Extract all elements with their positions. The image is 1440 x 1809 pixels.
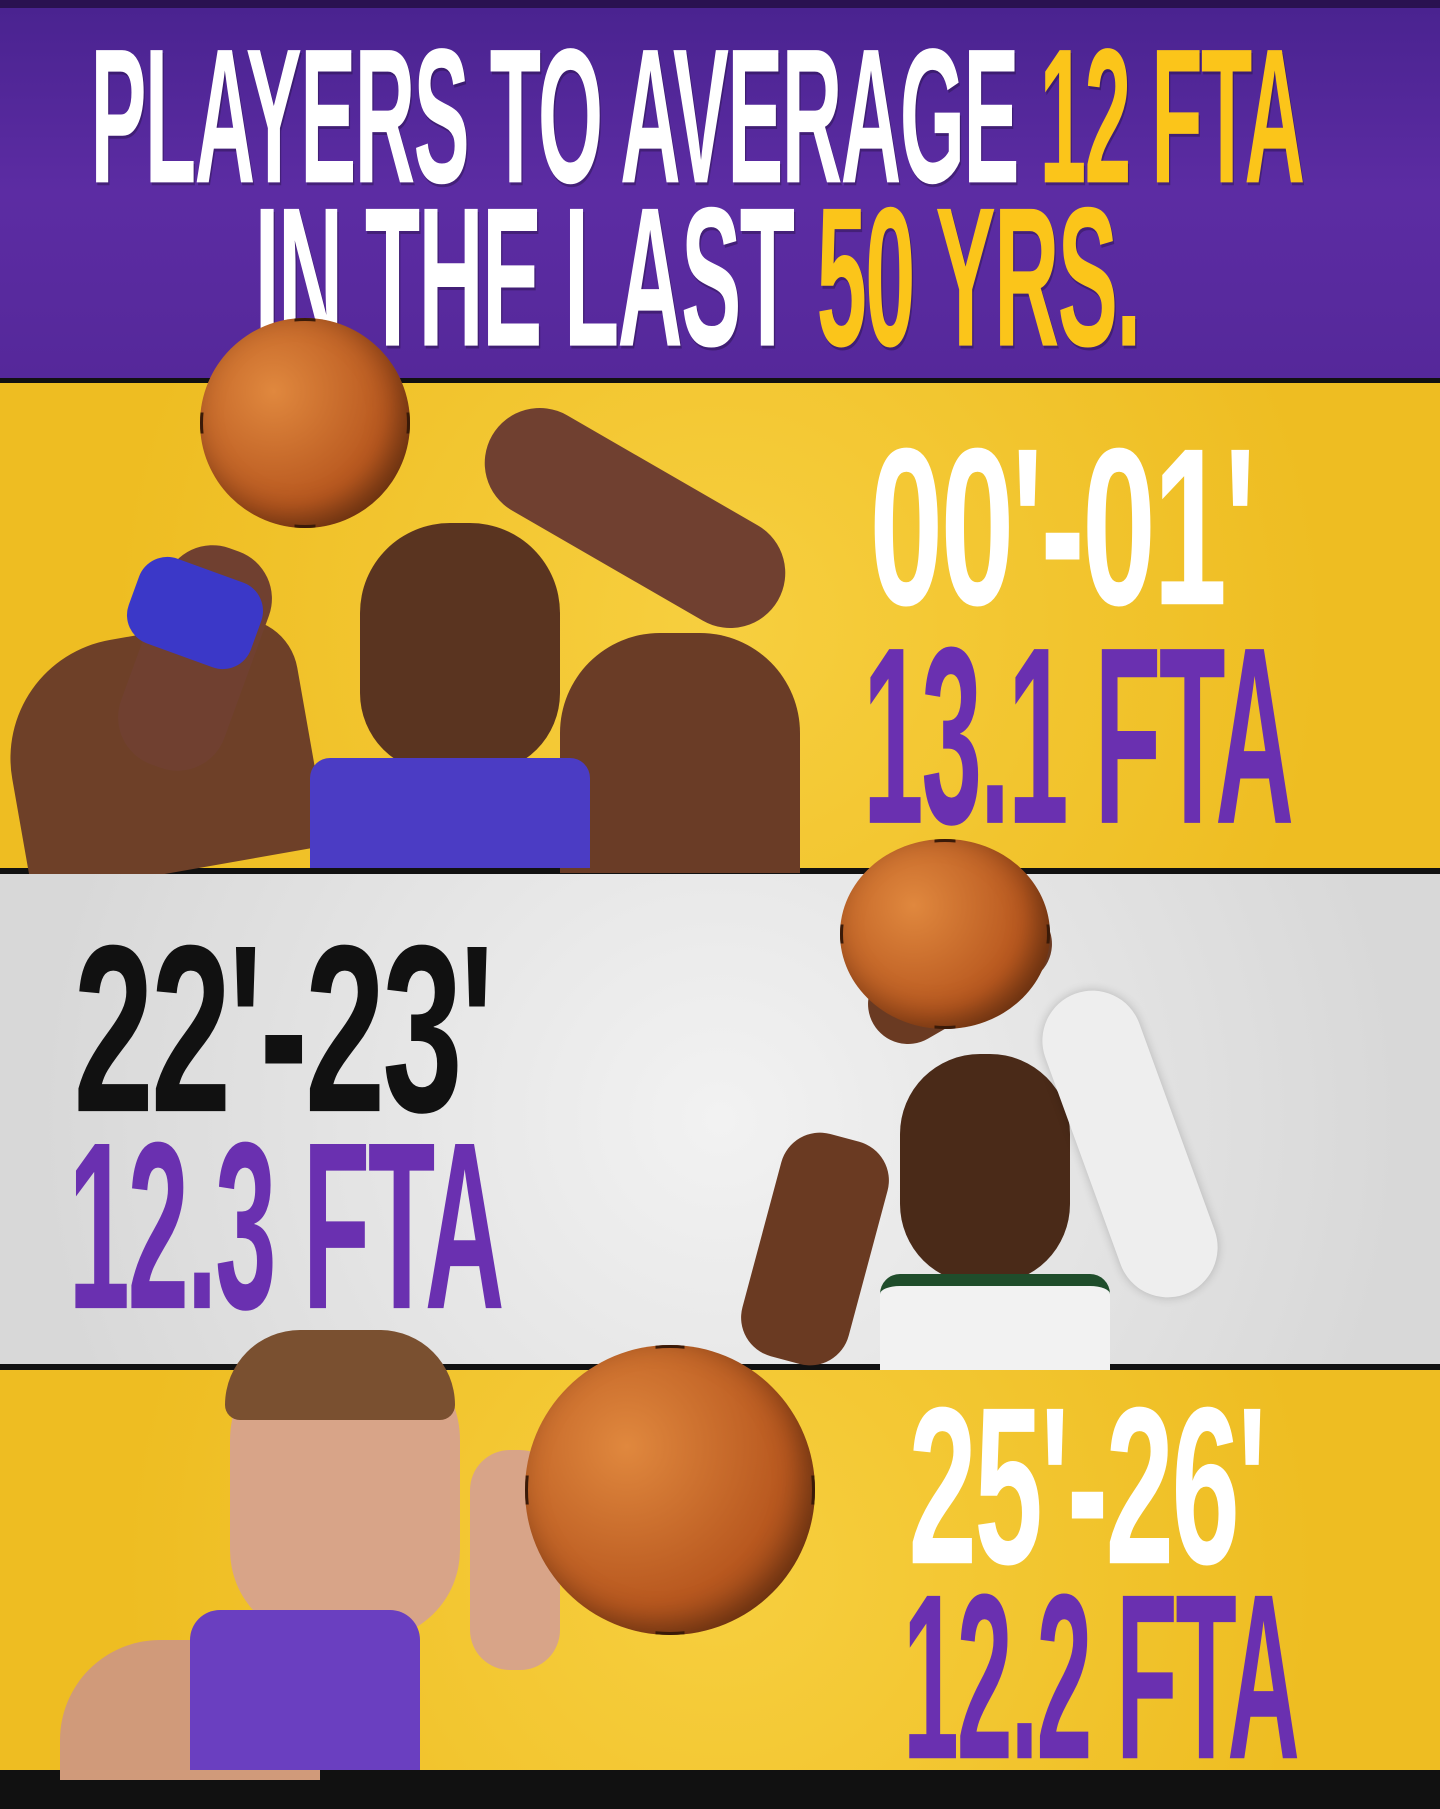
row-2022-23: 22'-23' 12.3 FTA xyxy=(0,839,1440,1376)
jersey xyxy=(310,758,590,868)
row-2000-01: 00'-01' 13.1 FTA xyxy=(0,318,1440,898)
title-highlight: 50 YRS. xyxy=(817,166,1142,388)
jersey xyxy=(880,1274,1110,1376)
basketball-icon xyxy=(525,1345,815,1635)
basketball-icon xyxy=(840,839,1050,1029)
jersey xyxy=(190,1610,420,1770)
row-2025-26: 25'-26' 12.2 FTA xyxy=(0,1330,1440,1809)
title-text: PLAYERS TO AVERAGE xyxy=(90,9,1019,224)
season-label: 22'-23' xyxy=(73,896,494,1163)
title-highlight: 12 FTA xyxy=(1039,9,1305,224)
season-label: 00'-01' xyxy=(869,401,1255,653)
basketball-icon xyxy=(200,318,410,528)
fta-value: 13.1 FTA xyxy=(863,595,1294,877)
title-line-1: PLAYERS TO AVERAGE 12 FTA xyxy=(90,20,1305,212)
fta-value: 12.2 FTA xyxy=(903,1545,1300,1809)
season-label: 25'-26' xyxy=(908,1360,1266,1612)
fta-value: 12.3 FTA xyxy=(68,1093,504,1360)
header-banner: PLAYERS TO AVERAGE 12 FTA IN THE LAST 50… xyxy=(0,0,1440,378)
title-line-2: IN THE LAST 50 YRS. xyxy=(255,178,1142,377)
